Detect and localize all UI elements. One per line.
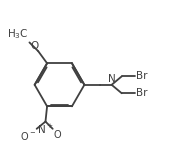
- Text: O$^-$: O$^-$: [20, 130, 36, 142]
- Text: O: O: [31, 41, 39, 51]
- Text: N: N: [108, 74, 116, 84]
- Text: O: O: [53, 130, 61, 140]
- Text: Br: Br: [136, 88, 148, 98]
- Text: Br: Br: [136, 71, 148, 81]
- Text: H$_3$C: H$_3$C: [7, 27, 29, 41]
- Text: N$^+$: N$^+$: [37, 123, 54, 136]
